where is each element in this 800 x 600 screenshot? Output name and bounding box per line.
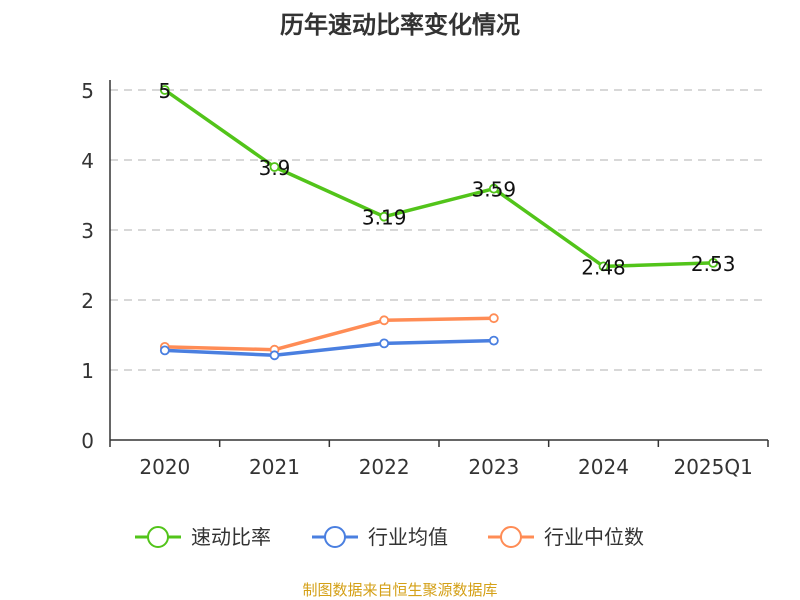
data-point[interactable] xyxy=(379,338,390,349)
legend-item[interactable]: 速动比率 xyxy=(135,525,271,549)
data-point[interactable] xyxy=(488,335,499,346)
legend-item[interactable]: 行业均值 xyxy=(312,525,448,549)
series-line xyxy=(164,338,494,358)
legend-marker-icon xyxy=(500,526,522,548)
data-point[interactable] xyxy=(269,350,280,361)
chart-title: 历年速动比率变化情况 xyxy=(280,11,520,39)
y-tick-label: 2 xyxy=(81,289,94,313)
data-label: 3.9 xyxy=(259,156,291,180)
y-tick-label: 0 xyxy=(81,429,94,453)
data-point[interactable] xyxy=(708,257,719,268)
data-label: 3.59 xyxy=(472,178,517,202)
legend-item[interactable]: 行业中位数 xyxy=(488,525,644,549)
data-point[interactable] xyxy=(379,315,390,326)
x-tick-label: 2022 xyxy=(359,455,410,479)
data-point[interactable] xyxy=(159,85,170,95)
data-point[interactable] xyxy=(488,183,499,194)
x-tick-label: 2024 xyxy=(578,455,629,479)
data-point[interactable] xyxy=(598,261,609,272)
y-tick-label: 5 xyxy=(81,79,94,103)
data-label: 2.53 xyxy=(691,252,736,276)
legend-label: 行业均值 xyxy=(368,525,448,549)
legend-label: 速动比率 xyxy=(191,525,271,549)
series-line xyxy=(164,316,494,352)
x-tick-label: 2025Q1 xyxy=(673,455,752,479)
data-label: 5 xyxy=(158,79,171,103)
data-point[interactable] xyxy=(159,345,170,356)
y-tick-label: 3 xyxy=(81,219,94,243)
data-point[interactable] xyxy=(488,313,499,324)
data-label: 3.19 xyxy=(362,206,407,230)
data-label: 2.48 xyxy=(581,255,626,279)
y-tick-label: 1 xyxy=(81,359,94,383)
legend-marker-icon xyxy=(324,526,346,548)
x-tick-label: 2021 xyxy=(249,455,300,479)
source-note: 制图数据来自恒生聚源数据库 xyxy=(302,581,497,599)
legend-marker-icon xyxy=(147,526,169,548)
data-point[interactable] xyxy=(379,211,390,222)
y-tick-label: 4 xyxy=(81,149,94,173)
data-point[interactable] xyxy=(269,162,280,172)
x-tick-label: 2023 xyxy=(468,455,519,479)
legend-label: 行业中位数 xyxy=(544,525,644,549)
x-tick-label: 2020 xyxy=(139,455,190,479)
series-line xyxy=(163,88,714,269)
